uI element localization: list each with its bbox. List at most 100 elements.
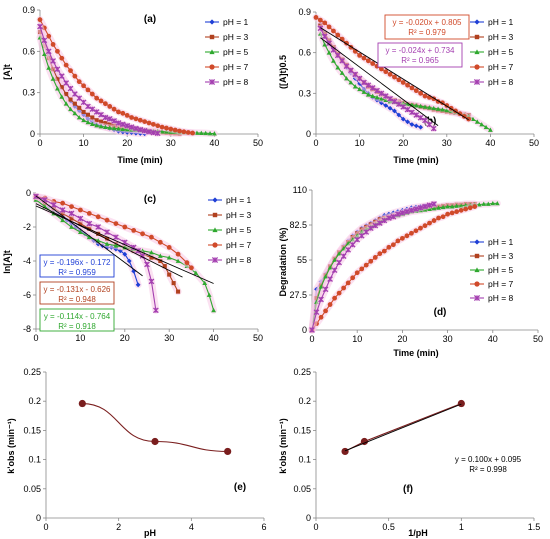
data-point [149, 250, 154, 255]
series-4 [36, 16, 197, 137]
data-point [431, 201, 437, 207]
series-4 [308, 203, 479, 334]
data-point [122, 251, 128, 257]
data-point [359, 266, 365, 272]
data-point [413, 228, 419, 234]
data-point [94, 95, 100, 101]
data-point [155, 123, 161, 129]
y-axis-label: [A]t [2, 64, 12, 80]
data-point [86, 220, 93, 227]
y-tick-label: 0.05 [293, 484, 311, 494]
data-point [150, 129, 157, 136]
trendline [35, 205, 214, 284]
legend-entry: pH = 7 [223, 62, 249, 72]
data-point [172, 127, 178, 133]
data-point [113, 221, 119, 227]
data-point [365, 92, 371, 97]
data-point [372, 255, 378, 260]
data-point [418, 90, 424, 96]
data-point [344, 76, 349, 81]
legend-entry: pH = 8 [488, 77, 514, 87]
legend: pH = 1 pH = 3 pH = 5 pH = 7 pH = 8 [208, 195, 252, 265]
data-point [78, 207, 83, 213]
data-point [490, 200, 496, 206]
series-1 [78, 399, 232, 456]
data-point [77, 215, 84, 222]
data-point [436, 215, 441, 221]
data-point [327, 276, 333, 282]
data-point [369, 85, 376, 91]
data-point [86, 234, 92, 240]
data-point [69, 204, 74, 210]
data-point [466, 116, 471, 122]
data-point [85, 119, 91, 125]
panel-label: (e) [234, 482, 246, 493]
legend-entry: pH = 8 [223, 77, 249, 87]
data-point [454, 209, 460, 215]
data-point [400, 80, 406, 85]
data-point [212, 131, 217, 136]
legend-marker [212, 212, 218, 218]
data-point [404, 106, 411, 113]
data-point [472, 204, 478, 209]
data-point [334, 52, 341, 59]
legend-marker [474, 253, 480, 259]
legend-entry: pH = 5 [223, 47, 249, 57]
data-point [370, 93, 376, 98]
data-point [131, 268, 137, 274]
data-point [418, 103, 424, 109]
data-point [313, 15, 319, 20]
x-axis-label: Time (min) [393, 348, 438, 358]
data-point [77, 105, 82, 110]
trendline [320, 27, 469, 121]
data-point [55, 76, 60, 81]
data-point [405, 82, 410, 88]
equation-box [377, 42, 463, 68]
data-point [107, 125, 113, 130]
data-point [422, 223, 428, 229]
x-tick-label: 50 [253, 333, 263, 343]
y-tick-label: 0.2 [28, 396, 41, 406]
data-point [154, 130, 161, 137]
legend-entry: pH = 1 [488, 237, 514, 247]
data-point [59, 94, 65, 99]
y-axis-label: ([A]t)0.5 [278, 55, 288, 89]
data-point [59, 85, 64, 90]
x-tick-label: 0 [313, 138, 318, 148]
legend-marker [474, 281, 480, 287]
data-point [422, 104, 428, 109]
data-point [37, 17, 43, 23]
data-point [444, 107, 450, 113]
data-point [78, 221, 83, 226]
data-point [413, 123, 419, 129]
data-point [203, 130, 209, 136]
data-point [387, 105, 393, 111]
data-point [409, 230, 414, 236]
equation-text: y = -0.020x + 0.805 [393, 18, 462, 27]
legend-entry: pH = 7 [226, 240, 252, 250]
y-tick-label: 82.5 [289, 220, 307, 230]
data-point [405, 119, 410, 125]
x-tick-label: 2 [116, 522, 121, 532]
data-point [431, 206, 437, 211]
data-point [87, 226, 92, 231]
data-point [449, 204, 455, 209]
data-point [343, 63, 350, 70]
data-point [335, 32, 341, 38]
data-point [115, 120, 122, 126]
data-point [137, 117, 143, 123]
data-point [426, 121, 433, 128]
legend-marker [209, 49, 215, 55]
data-point [413, 88, 419, 94]
data-point [59, 55, 65, 61]
data-point [409, 85, 415, 91]
y-tick-label: 0.6 [298, 48, 311, 58]
data-point [151, 437, 159, 446]
data-point [348, 80, 354, 85]
series-5 [316, 24, 438, 133]
